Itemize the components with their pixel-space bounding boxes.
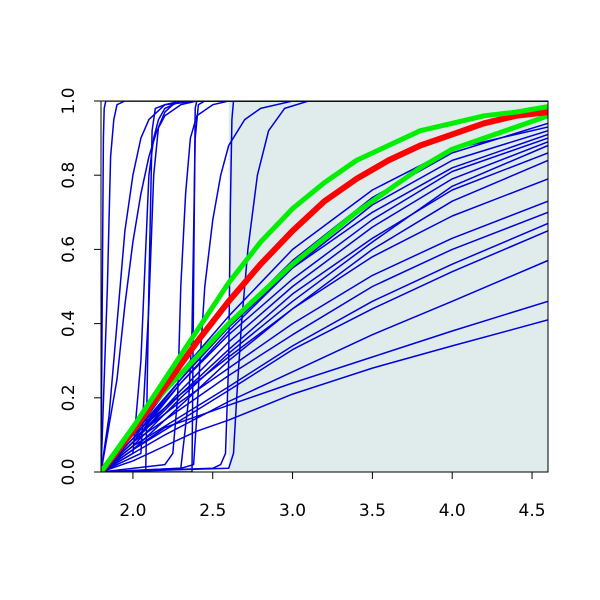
- series-line-blue-15: [101, 259, 548, 472]
- series-layer: [101, 101, 548, 472]
- x-tick-label: 4.5: [519, 501, 546, 521]
- series-line-blue-3: [101, 101, 548, 472]
- x-tick-label: 3.5: [359, 501, 386, 521]
- x-tick-label: 3.0: [279, 501, 306, 521]
- x-tick-label: 2.5: [199, 501, 226, 521]
- x-tick-label: 2.0: [119, 501, 146, 521]
- shaded-region: [228, 101, 548, 472]
- y-tick-label: 0.8: [59, 162, 79, 189]
- series-line-blue-9: [101, 101, 548, 472]
- series-line-blue-27: [101, 129, 548, 472]
- x-tick-label: 4.0: [439, 501, 466, 521]
- series-line-blue-1: [101, 101, 548, 472]
- series-line-blue-5: [101, 101, 548, 472]
- series-line-green-32: [101, 104, 548, 472]
- series-line-blue-23: [101, 144, 548, 472]
- series-line-blue-2: [101, 101, 548, 472]
- series-line-red-31: [101, 109, 548, 472]
- series-line-blue-0: [101, 101, 548, 472]
- y-tick-label: 0.2: [59, 384, 79, 411]
- axes-layer: 2.0 2.5 3.0 3.5 4.0 4.5 0.0 0.2 0.4 0.6 0.8 1.0: [59, 87, 549, 521]
- series-line-blue-26: [101, 133, 548, 472]
- series-line-blue-13: [101, 319, 548, 472]
- shaded-region-layer: [228, 101, 548, 472]
- series-line-green-30: [101, 113, 548, 472]
- series-line-blue-21: [101, 159, 548, 472]
- series-line-blue-17: [101, 222, 548, 472]
- y-tick-label: 0.0: [59, 458, 79, 485]
- y-tick-label: 1.0: [59, 87, 79, 114]
- series-line-blue-10: [101, 101, 548, 472]
- plot-frame: [100, 100, 549, 473]
- y-tick-label: 0.4: [59, 310, 79, 337]
- series-line-blue-16: [101, 230, 548, 472]
- y-tick-label: 0.6: [59, 236, 79, 263]
- series-line-blue-7: [101, 101, 548, 472]
- series-line-blue-18: [101, 211, 548, 472]
- series-line-blue-24: [101, 141, 548, 472]
- series-line-blue-12: [101, 101, 548, 472]
